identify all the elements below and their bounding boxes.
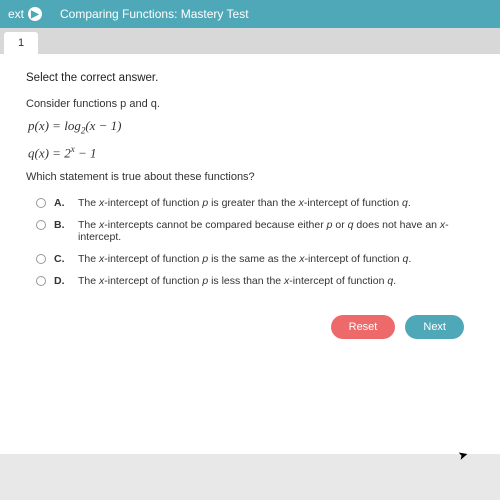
question-panel: Select the correct answer. Consider func…: [0, 54, 500, 454]
choice-letter: C.: [54, 253, 70, 265]
choice-text: The x-intercept of function p is greater…: [78, 197, 474, 209]
answer-choice-a[interactable]: A. The x-intercept of function p is great…: [36, 197, 474, 209]
tab-question-1[interactable]: 1: [4, 32, 38, 54]
choice-text: The x-intercept of function p is less th…: [78, 275, 474, 287]
radio-icon[interactable]: [36, 276, 46, 286]
nav-label: ext: [8, 7, 24, 21]
top-nav-bar: ext ▶ Comparing Functions: Mastery Test: [0, 0, 500, 28]
question-text: Which statement is true about these func…: [26, 171, 474, 183]
answer-choice-c[interactable]: C. The x-intercept of function p is the s…: [36, 253, 474, 265]
radio-icon[interactable]: [36, 198, 46, 208]
lesson-title: Comparing Functions: Mastery Test: [60, 7, 249, 21]
radio-icon[interactable]: [36, 254, 46, 264]
next-button[interactable]: Next: [405, 315, 464, 339]
consider-text: Consider functions p and q.: [26, 98, 474, 110]
answer-choices: A. The x-intercept of function p is great…: [26, 197, 474, 287]
choice-text: The x-intercept of function p is the sam…: [78, 253, 474, 265]
next-nav-button[interactable]: ext ▶: [8, 7, 42, 21]
equation-q: q(x) = 2x − 1: [26, 144, 474, 161]
tab-bar: 1: [0, 28, 500, 54]
instruction-text: Select the correct answer.: [26, 72, 474, 84]
answer-choice-b[interactable]: B. The x-intercepts cannot be compared be…: [36, 219, 474, 243]
choice-text: The x-intercepts cannot be compared beca…: [78, 219, 474, 243]
radio-icon[interactable]: [36, 220, 46, 230]
choice-letter: B.: [54, 219, 70, 231]
action-footer: Reset Next: [26, 315, 474, 339]
arrow-right-icon: ▶: [28, 7, 42, 21]
reset-button[interactable]: Reset: [331, 315, 396, 339]
answer-choice-d[interactable]: D. The x-intercept of function p is less …: [36, 275, 474, 287]
choice-letter: A.: [54, 197, 70, 209]
choice-letter: D.: [54, 275, 70, 287]
equation-p: p(x) = log2(x − 1): [26, 118, 474, 136]
